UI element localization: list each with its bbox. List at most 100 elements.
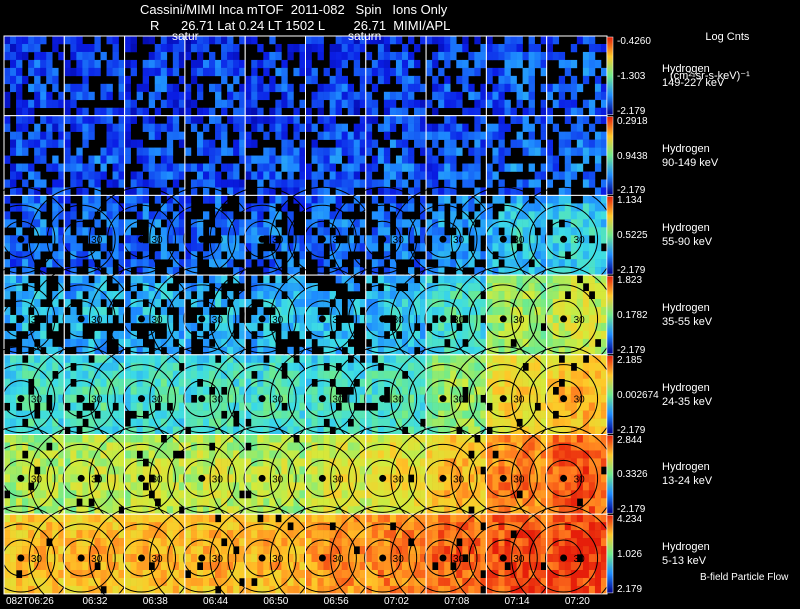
heatmap-cell	[160, 187, 168, 196]
heatmap-cell	[172, 458, 180, 467]
heatmap-cell	[456, 123, 463, 132]
heatmap-cell	[142, 370, 150, 380]
heatmap-cell	[401, 123, 409, 132]
heatmap-cell	[510, 43, 517, 53]
heatmap-cell	[160, 474, 168, 483]
heatmap-cell	[582, 394, 590, 403]
heatmap-cell	[52, 99, 59, 109]
heatmap-cell	[317, 147, 324, 156]
heatmap-cell	[438, 219, 445, 228]
heatmap-cell	[10, 267, 17, 276]
heatmap-cell	[528, 291, 535, 300]
heatmap-cell	[317, 458, 324, 467]
heatmap-cell	[172, 83, 180, 93]
heatmap-cell	[100, 91, 107, 101]
heatmap-cell	[263, 275, 270, 284]
heatmap-cell	[474, 123, 481, 132]
heatmap-cell	[420, 83, 427, 93]
heatmap-cell	[498, 195, 505, 204]
heatmap-cell	[257, 418, 264, 427]
heatmap-cell	[40, 267, 47, 276]
heatmap-cell	[64, 99, 71, 109]
heatmap-cell	[600, 83, 608, 93]
heatmap-cell	[166, 99, 174, 109]
heatmap-cell	[34, 179, 41, 188]
heatmap-cell	[468, 498, 475, 507]
heatmap-cell	[468, 482, 475, 491]
heatmap-cell	[130, 394, 137, 403]
heatmap-cell	[582, 75, 590, 85]
heatmap-cell	[444, 59, 451, 69]
heatmap-cell	[395, 75, 403, 85]
heatmap-cell	[371, 155, 379, 164]
heatmap-cell	[287, 450, 294, 459]
heatmap-cell	[287, 227, 294, 236]
heatmap-cell	[323, 235, 330, 244]
contour-label: 30	[574, 315, 586, 326]
heatmap-cell	[118, 171, 125, 180]
heatmap-cell	[444, 291, 451, 300]
heatmap-cell	[70, 394, 77, 403]
heatmap-cell	[462, 291, 469, 300]
heatmap-panel	[425, 35, 487, 117]
heatmap-cell	[456, 346, 463, 356]
heatmap-cell	[112, 59, 119, 69]
pitch-angle-contour	[364, 380, 402, 418]
heatmap-cell	[184, 506, 192, 515]
heatmap-cell	[263, 434, 270, 443]
heatmap-cell	[263, 506, 270, 515]
heatmap-cell	[124, 330, 131, 340]
heatmap-cell	[504, 466, 511, 475]
heatmap-cell	[293, 322, 300, 332]
heatmap-cell	[558, 498, 566, 507]
heatmap-cell	[401, 91, 409, 101]
heatmap-cell	[462, 322, 469, 332]
heatmap-cell	[462, 275, 469, 284]
heatmap-cell	[178, 394, 186, 403]
heatmap-cell	[317, 426, 324, 435]
heatmap-cell	[178, 354, 186, 364]
heatmap-cell	[582, 115, 590, 124]
saturn-direction-marker	[137, 474, 145, 482]
heatmap-cell	[142, 211, 150, 220]
heatmap-cell	[239, 155, 246, 164]
heatmap-cell	[251, 203, 258, 212]
heatmap-cell	[395, 275, 403, 284]
heatmap-cell	[293, 115, 300, 124]
heatmap-cell	[70, 259, 77, 268]
heatmap-cell	[347, 482, 355, 491]
heatmap-cell	[371, 418, 379, 427]
heatmap-cell	[52, 299, 59, 308]
heatmap-cell	[389, 291, 397, 300]
heatmap-cell	[112, 506, 119, 515]
heatmap-cell	[275, 506, 282, 515]
heatmap-cell	[287, 418, 294, 427]
heatmap-cell	[64, 139, 71, 148]
heatmap-cell	[94, 59, 101, 69]
heatmap-cell	[504, 314, 511, 324]
heatmap-cell	[136, 498, 143, 507]
heatmap-cell	[383, 362, 391, 372]
heatmap-cell	[70, 211, 77, 220]
heatmap-cell	[582, 275, 590, 284]
heatmap-cell	[588, 43, 596, 53]
heatmap-cell	[263, 299, 270, 308]
heatmap-cell	[317, 91, 324, 101]
heatmap-cell	[281, 155, 288, 164]
heatmap-cell	[456, 490, 463, 499]
heatmap-cell	[323, 187, 330, 196]
heatmap-cell	[251, 171, 258, 180]
heatmap-cell	[245, 155, 252, 164]
heatmap-cell	[540, 378, 547, 387]
heatmap-cell	[166, 299, 174, 308]
heatmap-cell	[474, 306, 481, 316]
heatmap-cell	[263, 362, 270, 372]
heatmap-cell	[582, 450, 590, 459]
heatmap-cell	[492, 306, 499, 316]
heatmap-cell	[209, 354, 216, 364]
heatmap-cell	[124, 490, 131, 499]
heatmap-cell	[462, 442, 469, 451]
heatmap-cell	[420, 370, 427, 380]
heatmap-cell	[468, 442, 475, 451]
heatmap-cell	[420, 314, 427, 324]
